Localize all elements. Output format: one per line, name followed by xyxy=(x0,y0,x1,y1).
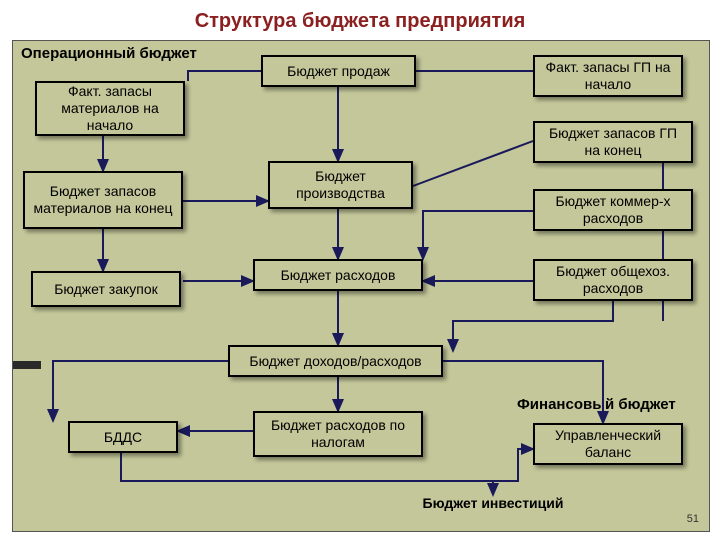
node-income_exp: Бюджет доходов/расходов xyxy=(228,345,443,377)
node-general: Бюджет общехоз. расходов xyxy=(533,259,693,301)
section-financial: Финансовый бюджет xyxy=(517,396,676,413)
node-investments: Бюджет инвестиций xyxy=(403,495,583,512)
page-number: 51 xyxy=(687,513,699,525)
node-fact_gp_start: Факт. запасы ГП на начало xyxy=(533,55,683,97)
node-expenses: Бюджет расходов xyxy=(253,259,423,291)
page-title: Структура бюджета предприятия xyxy=(0,0,720,37)
node-gp_end: Бюджет запасов ГП на конец xyxy=(533,121,693,163)
node-fact_mat_start: Факт. запасы материалов на начало xyxy=(35,81,185,136)
node-purchases: Бюджет закупок xyxy=(31,271,181,307)
diagram-canvas: Операционный бюджет Финансовый бюджет Фа… xyxy=(12,40,710,532)
node-production: Бюджет производства xyxy=(268,161,413,209)
node-commercial: Бюджет коммер-х расходов xyxy=(533,189,693,231)
decor-bar xyxy=(13,361,41,369)
node-tax: Бюджет расходов по налогам xyxy=(253,411,423,457)
node-mgmt_balance: Управленческий баланс xyxy=(533,423,683,465)
section-operational: Операционный бюджет xyxy=(21,45,197,62)
node-sales: Бюджет продаж xyxy=(261,55,416,87)
node-bdds: БДДС xyxy=(68,421,178,453)
node-mat_end: Бюджет запасов материалов на конец xyxy=(23,171,183,229)
